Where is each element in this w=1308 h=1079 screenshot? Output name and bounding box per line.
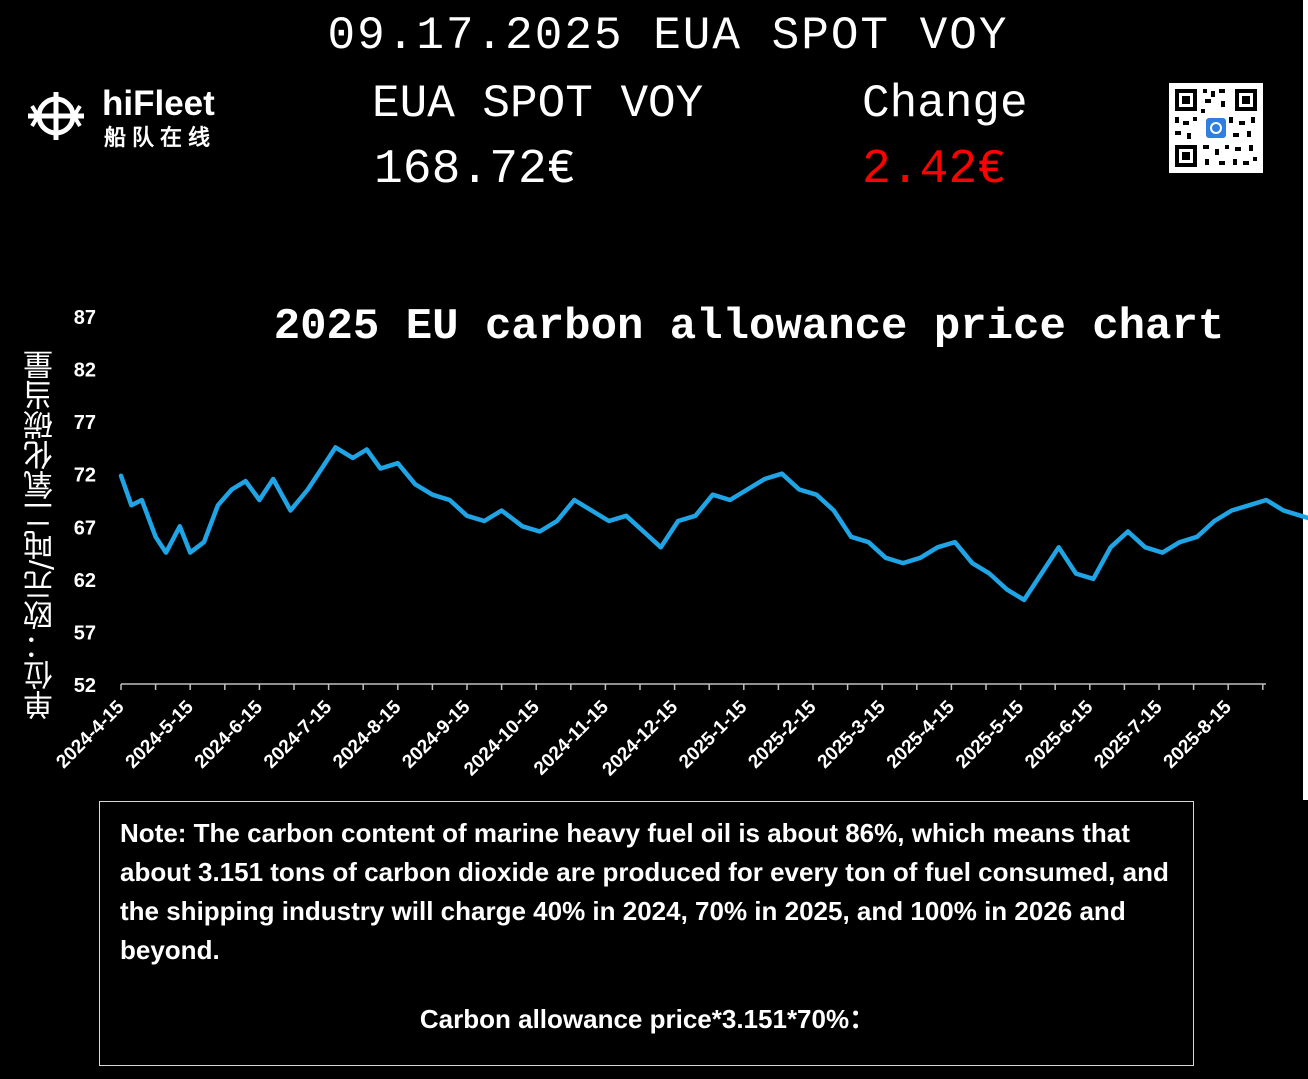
x-tick-label: 2025-7-15 (1090, 696, 1166, 772)
y-tick-label: 67 (74, 517, 96, 539)
x-tick-label: 2024-10-15 (460, 696, 544, 780)
page-title: 09.17.2025 EUA SPOT VOY (327, 10, 1009, 62)
price-series-line (118, 445, 1308, 603)
x-tick-label: 2025-2-15 (744, 696, 820, 772)
x-tick-label: 2024-6-15 (191, 696, 267, 772)
price-value: 168.72€ (374, 143, 576, 197)
change-value: 2.42€ (862, 143, 1007, 197)
y-tick-label: 52 (74, 675, 96, 697)
change-label: Change (862, 78, 1028, 130)
note-box: Note: The carbon content of marine heavy… (99, 801, 1194, 1066)
x-tick-label: 2024-12-15 (599, 696, 683, 780)
x-tick-label: 2025-8-15 (1160, 696, 1236, 772)
globe-target-icon (28, 92, 84, 140)
y-tick-label: 62 (74, 570, 96, 592)
y-tick-label: 82 (74, 360, 96, 382)
frame-edge (1303, 0, 1308, 800)
x-tick-label: 2025-6-15 (1021, 696, 1097, 772)
chart-title: 2025 EU carbon allowance price chart (274, 302, 1225, 352)
y-tick-label: 57 (74, 622, 96, 644)
logo-subtitle: 船队在线 (104, 126, 217, 151)
qr-code-icon (1169, 83, 1263, 173)
note-text: Note: The carbon content of marine heavy… (120, 818, 1169, 965)
y-tick-label: 72 (74, 465, 96, 487)
x-tick-label: 2025-1-15 (675, 696, 751, 772)
instrument-label: EUA SPOT VOY (372, 78, 704, 130)
x-tick-label: 2025-3-15 (814, 696, 890, 772)
price-line-chart: 2025 EU carbon allowance price chart 87 8… (52, 302, 1308, 780)
note-formula: Carbon allowance price*3.151*70%： (419, 1004, 876, 1034)
hifleet-logo: hiFleet 船队在线 (26, 84, 240, 151)
x-tick-label: 2024-4-15 (52, 696, 128, 772)
y-tick-label: 77 (74, 412, 96, 434)
x-tick-label: 2024-7-15 (260, 696, 336, 772)
y-tick-label: 87 (74, 307, 96, 329)
x-tick-label: 2025-4-15 (883, 696, 959, 772)
x-tick-label: 2025-5-15 (952, 696, 1028, 772)
logo-brand: hiFleet (102, 84, 215, 123)
x-tick-label: 2024-8-15 (329, 696, 405, 772)
x-tick-label: 2024-5-15 (122, 696, 198, 772)
